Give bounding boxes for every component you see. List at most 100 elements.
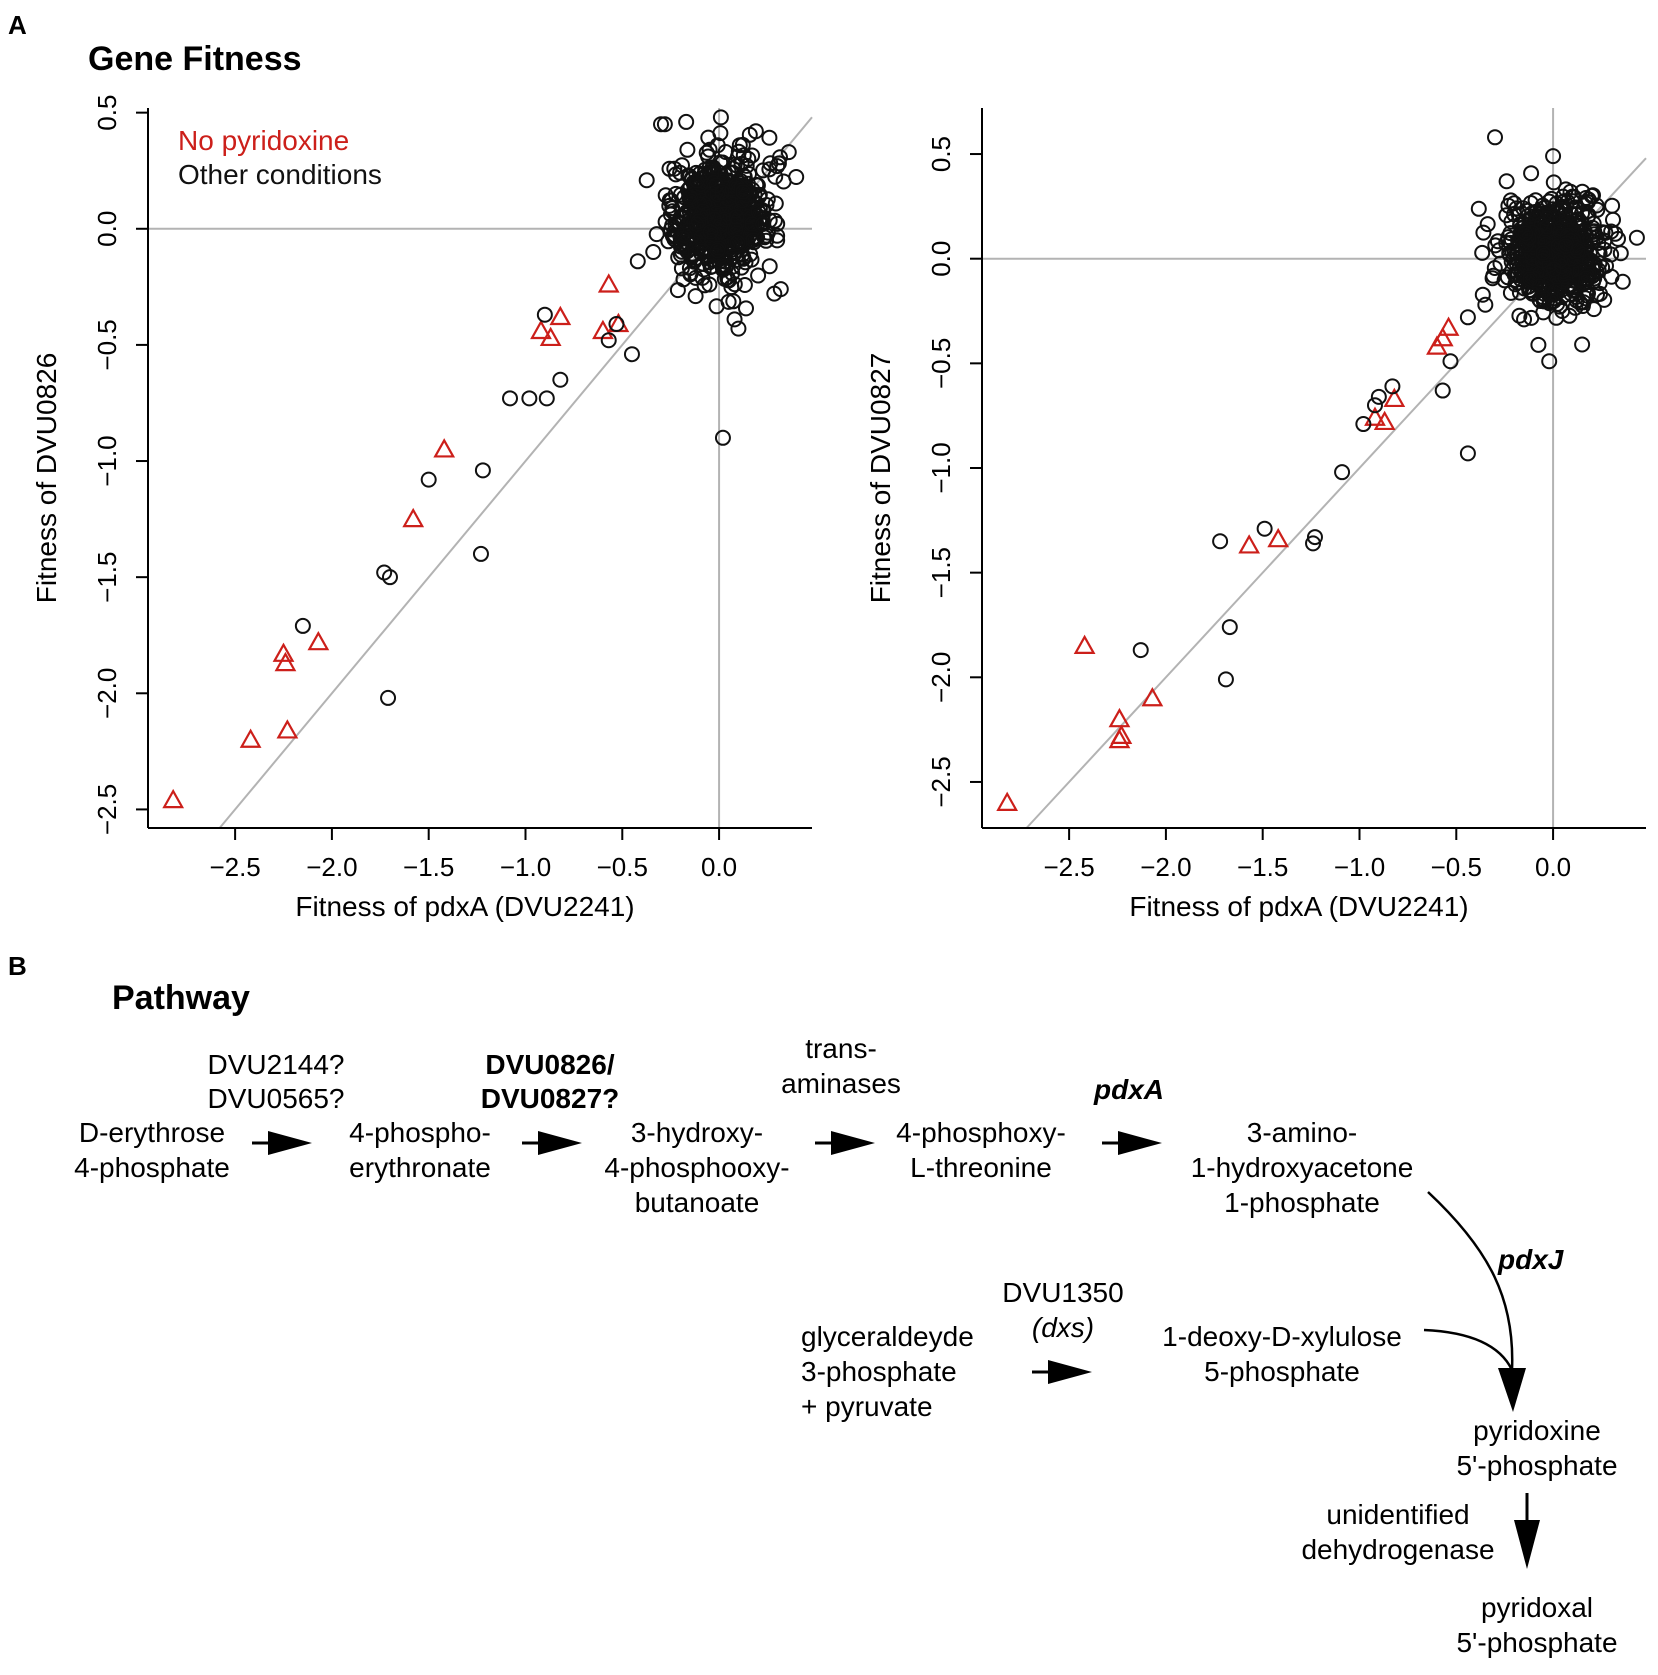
data-point-other-conditions bbox=[1574, 336, 1591, 353]
data-point-other-conditions bbox=[294, 617, 311, 634]
enzyme-pdxa-label: pdxA bbox=[1093, 1074, 1164, 1105]
svg-text:L-threonine: L-threonine bbox=[910, 1152, 1052, 1183]
data-point-other-conditions bbox=[729, 234, 746, 251]
data-point-other-conditions bbox=[1498, 207, 1515, 224]
compound-3-amino-1-hydroxyacetone-1-phosphate: 3-amino- 1-hydroxyacetone 1-phosphate bbox=[1191, 1117, 1414, 1218]
data-point-other-conditions bbox=[754, 216, 771, 232]
data-point-other-conditions bbox=[380, 689, 397, 706]
y-tick-label: −1.5 bbox=[926, 547, 956, 598]
data-point-other-conditions bbox=[667, 185, 684, 202]
y-tick-label: 0.5 bbox=[92, 95, 122, 131]
data-point-other-conditions bbox=[769, 227, 786, 244]
data-point-other-conditions bbox=[536, 306, 553, 323]
data-point-other-conditions bbox=[731, 137, 748, 154]
data-point-other-conditions bbox=[767, 195, 784, 212]
arrow-step2 bbox=[522, 1131, 582, 1155]
data-point-other-conditions bbox=[1575, 294, 1592, 311]
arrow-step3 bbox=[815, 1131, 875, 1155]
data-point-other-conditions bbox=[1492, 255, 1509, 272]
data-point-other-conditions bbox=[1470, 200, 1487, 217]
pdxj-converging-arrows bbox=[1423, 1191, 1514, 1371]
data-point-other-conditions bbox=[715, 258, 732, 275]
data-point-other-conditions bbox=[608, 316, 625, 332]
data-point-other-conditions bbox=[714, 184, 730, 201]
svg-text:DVU2144?: DVU2144? bbox=[208, 1049, 345, 1080]
data-point-no-pyridoxine bbox=[1238, 534, 1261, 554]
data-point-other-conditions bbox=[679, 141, 696, 158]
data-point-other-conditions bbox=[1212, 533, 1229, 550]
pdxj-curve-from-aminohydroxyacetone bbox=[1427, 1191, 1514, 1371]
svg-text:(dxs): (dxs) bbox=[1032, 1312, 1094, 1343]
data-point-no-pyridoxine bbox=[274, 651, 297, 672]
data-point-other-conditions bbox=[1306, 529, 1323, 546]
enzyme-step3-label: trans- aminases bbox=[781, 1033, 901, 1099]
data-point-other-conditions bbox=[656, 116, 673, 133]
data-point-no-pyridoxine bbox=[239, 728, 262, 748]
data-point-other-conditions bbox=[1545, 148, 1562, 165]
data-point-other-conditions bbox=[1518, 236, 1535, 253]
panel-b-letter: B bbox=[8, 951, 27, 981]
data-point-other-conditions bbox=[420, 471, 437, 488]
data-point-other-conditions bbox=[1355, 416, 1372, 433]
data-point-other-conditions bbox=[502, 390, 519, 407]
data-point-other-conditions bbox=[1548, 309, 1565, 326]
compound-4-phosphoerythronate: 4-phospho- erythronate bbox=[349, 1117, 491, 1183]
data-point-other-conditions bbox=[674, 157, 690, 174]
y-tick-label: −1.0 bbox=[926, 442, 956, 493]
data-point-other-conditions bbox=[1459, 445, 1476, 462]
data-point-other-conditions bbox=[1474, 286, 1491, 303]
data-point-other-conditions bbox=[1535, 304, 1552, 321]
data-point-other-conditions bbox=[755, 162, 772, 179]
data-point-other-conditions bbox=[1604, 197, 1621, 214]
data-point-no-pyridoxine bbox=[402, 507, 425, 528]
data-point-other-conditions bbox=[761, 258, 778, 275]
data-point-no-pyridoxine bbox=[996, 791, 1019, 811]
svg-text:dehydrogenase: dehydrogenase bbox=[1301, 1534, 1494, 1565]
data-point-no-pyridoxine bbox=[1108, 707, 1131, 728]
svg-text:1-hydroxyacetone: 1-hydroxyacetone bbox=[1191, 1152, 1414, 1183]
svg-text:trans-: trans- bbox=[805, 1033, 877, 1064]
data-point-other-conditions bbox=[1520, 230, 1537, 246]
y-tick-label: 0.5 bbox=[926, 136, 956, 172]
data-point-other-conditions bbox=[674, 243, 690, 260]
data-point-no-pyridoxine bbox=[1437, 316, 1460, 336]
data-point-other-conditions bbox=[1591, 255, 1608, 272]
data-point-other-conditions bbox=[1628, 229, 1645, 246]
svg-text:5'-phosphate: 5'-phosphate bbox=[1456, 1450, 1617, 1481]
enzyme-pdxj-label: pdxJ bbox=[1497, 1244, 1565, 1275]
data-point-other-conditions bbox=[1305, 535, 1322, 552]
data-point-other-conditions bbox=[1442, 353, 1459, 370]
x-axis-title: Fitness of pdxA (DVU2241) bbox=[295, 891, 634, 922]
data-point-other-conditions bbox=[712, 109, 729, 126]
data-point-other-conditions bbox=[1507, 276, 1524, 293]
data-point-other-conditions bbox=[747, 123, 764, 140]
svg-text:4-phosphate: 4-phosphate bbox=[74, 1152, 230, 1183]
arrow-step1 bbox=[252, 1131, 312, 1155]
svg-text:1-deoxy-D-xylulose: 1-deoxy-D-xylulose bbox=[1162, 1321, 1402, 1352]
data-point-other-conditions bbox=[726, 311, 743, 328]
gene-fitness-title: Gene Fitness bbox=[88, 40, 302, 78]
data-point-other-conditions bbox=[1553, 258, 1570, 275]
data-point-other-conditions bbox=[750, 267, 767, 284]
svg-text:5-phosphate: 5-phosphate bbox=[1204, 1356, 1360, 1387]
data-point-other-conditions bbox=[676, 227, 693, 244]
data-point-other-conditions bbox=[1603, 223, 1620, 240]
data-point-other-conditions bbox=[780, 144, 797, 161]
data-point-other-conditions bbox=[1256, 520, 1273, 537]
svg-text:butanoate: butanoate bbox=[635, 1187, 760, 1218]
data-point-other-conditions bbox=[1562, 205, 1579, 222]
compound-4-phosphoxy-l-threonine: 4-phosphoxy- L-threonine bbox=[896, 1117, 1066, 1183]
data-point-other-conditions bbox=[687, 288, 704, 305]
data-point-other-conditions bbox=[744, 147, 761, 164]
y-tick-label: −2.5 bbox=[92, 784, 122, 835]
x-tick-label: −1.5 bbox=[403, 852, 454, 882]
data-point-other-conditions bbox=[769, 158, 786, 175]
data-point-other-conditions bbox=[682, 189, 699, 206]
data-point-no-pyridoxine bbox=[539, 326, 562, 347]
data-point-other-conditions bbox=[1562, 183, 1579, 200]
svg-text:DVU0827?: DVU0827? bbox=[481, 1083, 620, 1114]
x-tick-label: −1.0 bbox=[500, 852, 551, 882]
data-point-other-conditions bbox=[733, 259, 750, 276]
data-point-other-conditions bbox=[1487, 237, 1504, 254]
data-point-other-conditions bbox=[1217, 671, 1234, 688]
